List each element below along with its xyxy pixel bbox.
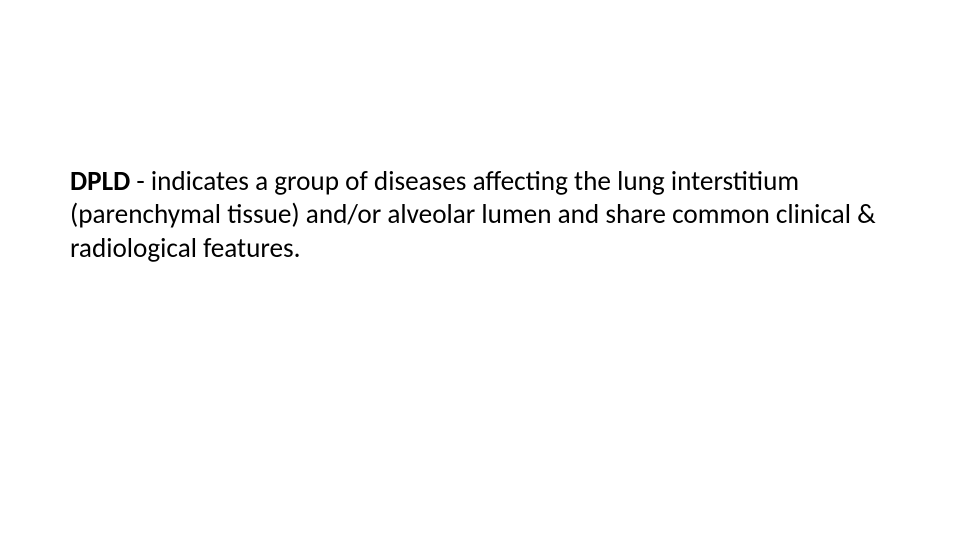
definition-paragraph: DPLD - indicates a group of diseases aff… xyxy=(70,165,890,265)
definition-text: indicates a group of diseases affecting … xyxy=(70,165,876,264)
term-label: DPLD xyxy=(70,165,130,198)
dash: - xyxy=(130,165,151,198)
slide-container: DPLD - indicates a group of diseases aff… xyxy=(0,0,960,540)
